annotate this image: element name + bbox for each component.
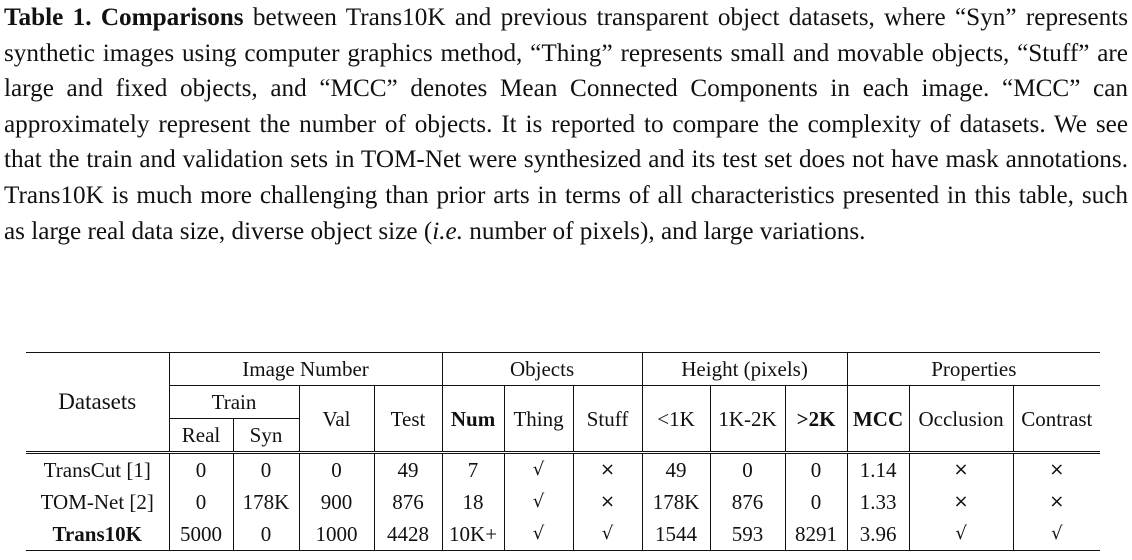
cell-gt2k: 8291 [785, 518, 848, 551]
comparison-table-container: Datasets Image Number Objects Height (pi… [26, 352, 1101, 551]
table-row: TOM-Net [2] 0 178K 900 876 18 √ × 178K 8… [26, 486, 1100, 518]
cell-lt1k: 49 [642, 451, 711, 486]
header-row-3: Real Syn [26, 418, 1100, 453]
header-num: Num [442, 385, 505, 453]
cell-gt2k: 0 [785, 486, 848, 518]
cell-test: 4428 [374, 518, 443, 551]
caption-label: Table 1. [4, 4, 92, 31]
cell-real: 5000 [169, 518, 234, 551]
cell-occlusion: × [909, 486, 1014, 518]
header-image-number: Image Number [169, 352, 443, 386]
table-row: TransCut [1] 0 0 0 49 7 √ × 49 0 0 1.14 … [26, 451, 1101, 486]
cell-thing: √ [504, 486, 574, 518]
cell-real: 0 [169, 451, 234, 486]
caption-ie: i.e. [432, 217, 463, 245]
comparison-table: Datasets Image Number Objects Height (pi… [26, 352, 1101, 551]
cell-real: 0 [169, 486, 234, 518]
header-row-1: Datasets Image Number Objects Height (pi… [26, 352, 1101, 453]
cell-stuff: √ [573, 518, 643, 551]
cell-mcc: 1.33 [847, 486, 910, 518]
header-row-2: Train Val Test Num Thing Stuff <1K 1K-2K… [26, 385, 1100, 453]
header-gt2k: >2K [785, 385, 848, 453]
caption-text-1: between Trans10K and previous transparen… [4, 4, 1128, 245]
cell-dataset-name: TOM-Net [2] [26, 486, 170, 518]
cell-gt2k: 0 [785, 451, 848, 486]
cell-stuff: × [573, 451, 643, 486]
cell-num: 10K+ [442, 518, 505, 551]
cell-dataset-name: TransCut [1] [26, 451, 170, 486]
cell-syn: 178K [233, 486, 300, 518]
cell-val: 0 [299, 451, 375, 486]
caption-text-2: number of pixels), and large variations. [463, 217, 866, 245]
cell-syn: 0 [233, 518, 300, 551]
cell-syn: 0 [233, 451, 300, 486]
cell-val: 1000 [299, 518, 375, 551]
header-datasets: Datasets [26, 352, 170, 453]
cell-mcc: 1.14 [847, 451, 910, 486]
cell-mcc: 3.96 [847, 518, 910, 551]
header-height: Height (pixels) [642, 352, 848, 386]
header-stuff: Stuff [573, 385, 643, 453]
cell-test: 49 [374, 451, 443, 486]
header-occlusion: Occlusion [909, 385, 1014, 453]
cell-occlusion: √ [909, 518, 1014, 551]
cell-occlusion: × [909, 451, 1014, 486]
cell-lt1k: 1544 [642, 518, 711, 551]
cell-stuff: × [573, 486, 643, 518]
table-caption: Table 1. Comparisons between Trans10K an… [4, 0, 1128, 249]
header-contrast: Contrast [1021, 406, 1093, 431]
cell-thing: √ [504, 518, 574, 551]
header-real: Real [169, 418, 234, 453]
cell-test: 876 [374, 486, 443, 518]
header-mcc: MCC [847, 385, 910, 453]
header-1k-2k: 1K-2K [710, 385, 786, 453]
header-objects: Objects [442, 352, 643, 386]
header-val: Val [299, 385, 375, 453]
cell-contrast: √ [1013, 518, 1101, 551]
header-properties: Properties [847, 352, 1101, 386]
header-train: Train [169, 385, 300, 419]
cell-val: 900 [299, 486, 375, 518]
header-syn: Syn [233, 418, 300, 453]
cell-1k-2k: 876 [710, 486, 786, 518]
header-lt1k: <1K [642, 385, 711, 453]
cell-lt1k: 178K [642, 486, 711, 518]
header-thing: Thing [504, 385, 574, 453]
cell-num: 7 [442, 451, 505, 486]
header-test: Test [374, 385, 443, 453]
cell-1k-2k: 0 [710, 451, 786, 486]
cell-dataset-name: Trans10K [26, 518, 170, 551]
caption-lead: Comparisons [100, 4, 244, 31]
cell-num: 18 [442, 486, 505, 518]
cell-contrast: × [1049, 491, 1065, 512]
table-row: Trans10K 5000 0 1000 4428 10K+ √ √ 1544 … [26, 518, 1101, 551]
cell-thing: √ [504, 451, 574, 486]
cell-contrast: × [1013, 451, 1101, 486]
cell-1k-2k: 593 [710, 518, 786, 551]
